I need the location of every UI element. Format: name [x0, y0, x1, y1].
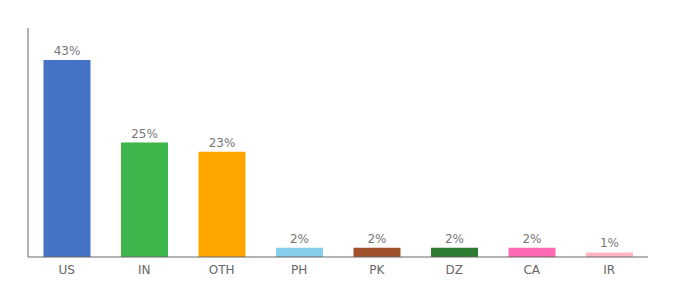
svg-text:US: US	[59, 263, 75, 277]
svg-text:OTH: OTH	[209, 263, 235, 277]
svg-text:2%: 2%	[290, 232, 309, 246]
svg-text:PK: PK	[369, 263, 385, 277]
svg-text:IR: IR	[603, 263, 615, 277]
svg-text:DZ: DZ	[446, 263, 463, 277]
svg-text:1%: 1%	[600, 236, 619, 250]
svg-text:23%: 23%	[209, 136, 236, 150]
svg-text:CA: CA	[523, 263, 540, 277]
svg-text:IN: IN	[138, 263, 151, 277]
svg-text:2%: 2%	[367, 232, 386, 246]
svg-text:2%: 2%	[522, 232, 541, 246]
svg-text:2%: 2%	[445, 232, 464, 246]
svg-text:25%: 25%	[131, 127, 158, 141]
svg-text:PH: PH	[291, 263, 307, 277]
svg-text:43%: 43%	[54, 44, 81, 58]
